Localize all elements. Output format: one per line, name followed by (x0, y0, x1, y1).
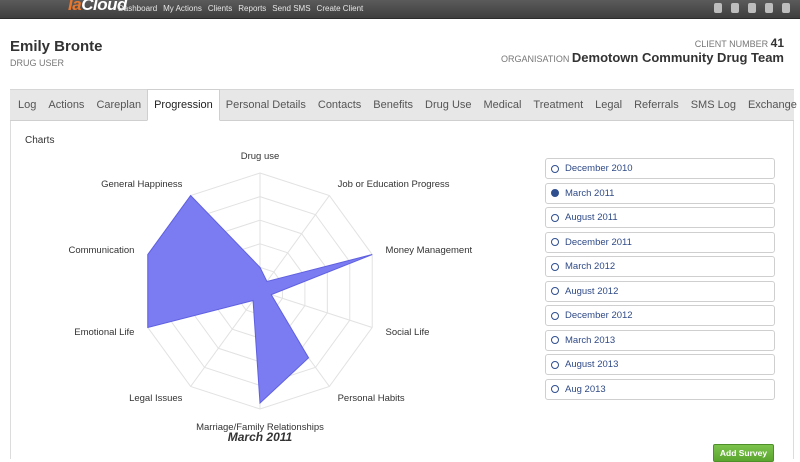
logout-icon[interactable] (782, 3, 790, 13)
nav-reports[interactable]: Reports (238, 4, 267, 13)
tab-personal-details[interactable]: Personal Details (225, 99, 306, 111)
tab-treatment[interactable]: Treatment (533, 99, 584, 111)
survey-option[interactable]: December 2010 (545, 158, 775, 179)
tab-sms-log[interactable]: SMS Log (690, 99, 736, 111)
tab-legal[interactable]: Legal (595, 99, 623, 111)
chart-title: March 2011 (227, 430, 293, 444)
survey-label: December 2012 (565, 310, 633, 321)
radio-button[interactable] (551, 385, 559, 393)
client-number-label: CLIENT NUMBER (694, 39, 769, 49)
radio-button[interactable] (551, 311, 559, 320)
toolbar-icons (714, 3, 790, 13)
grid-spoke (259, 195, 330, 292)
help-icon[interactable] (748, 3, 756, 13)
survey-label: March 2013 (565, 334, 616, 346)
tab-log[interactable]: Log (18, 99, 37, 111)
tab-exchange[interactable]: Exchange (747, 99, 797, 111)
app-logo[interactable]: IaCloud (68, 0, 127, 14)
settings-icon[interactable] (765, 3, 773, 13)
axis-label: Drug use (241, 151, 280, 162)
survey-option[interactable]: August 2013 (545, 354, 775, 375)
survey-option[interactable]: August 2012 (545, 280, 775, 302)
organisation-value: Demotown Community Drug Team (571, 50, 784, 65)
radio-button[interactable] (551, 189, 559, 197)
survey-option[interactable]: March 2011 (545, 182, 775, 204)
tab-contacts[interactable]: Contacts (317, 99, 362, 111)
radio-button[interactable] (551, 287, 559, 295)
survey-label: August 2013 (565, 359, 619, 370)
series-area (147, 194, 373, 405)
axis-label: Money Management (386, 245, 473, 256)
survey-list: December 2010 March 2011 August 2011 Decemb… (545, 158, 775, 403)
survey-label: March 2012 (565, 261, 616, 272)
radio-button[interactable] (551, 213, 559, 222)
client-number-value: 41 (770, 36, 784, 50)
survey-option[interactable]: December 2012 (545, 305, 775, 326)
axis-label: Social Life (386, 327, 430, 338)
client-name: Emily Bronte (10, 38, 103, 55)
main-nav: Dashboard My Actions Clients Reports Sen… (118, 4, 363, 13)
add-survey-button[interactable]: Add Survey (713, 444, 774, 462)
radio-button[interactable] (551, 336, 559, 344)
axis-label: Emotional Life (74, 327, 134, 338)
organisation: ORGANISATION Demotown Community Drug Tea… (501, 50, 784, 65)
tab-drug-use[interactable]: Drug Use (425, 99, 472, 111)
radio-button[interactable] (551, 164, 559, 173)
radio-button[interactable] (551, 360, 559, 369)
survey-label: August 2012 (565, 285, 619, 297)
nav-my-actions[interactable]: My Actions (163, 4, 202, 13)
survey-label: March 2011 (565, 187, 615, 199)
user-icon[interactable] (714, 3, 722, 13)
radar-chart: Drug use Job or Education Progress Money M… (68, 151, 473, 432)
survey-label: Aug 2013 (565, 383, 606, 395)
client-number: CLIENT NUMBER 41 (695, 36, 784, 50)
nav-create-client[interactable]: Create Client (316, 4, 364, 13)
axis-label: Marriage/Family Relationships (196, 422, 324, 432)
axis-label: Communication (68, 245, 134, 256)
client-role: DRUG USER (10, 58, 65, 68)
axis-label: Personal Habits (338, 393, 405, 404)
tab-benefits[interactable]: Benefits (373, 99, 414, 111)
tab-careplan[interactable]: Careplan (96, 99, 142, 111)
nav-clients[interactable]: Clients (207, 4, 233, 13)
axis-label: Legal Issues (129, 393, 183, 404)
axis-label: Job or Education Progress (338, 179, 450, 190)
survey-option[interactable]: August 2011 (545, 207, 775, 228)
top-navigation-bar: IaCloud Dashboard My Actions Clients Rep… (0, 0, 800, 19)
client-tabs: Log Actions Careplan Progression Personal De… (10, 89, 797, 121)
tab-actions[interactable]: Actions (48, 99, 85, 111)
survey-label: December 2011 (565, 236, 632, 248)
nav-dashboard[interactable]: Dashboard (118, 4, 158, 13)
organisation-label: ORGANISATION (501, 54, 570, 64)
grid-spoke (190, 290, 261, 387)
tab-medical[interactable]: Medical (483, 99, 522, 111)
tab-progression[interactable]: Progression (147, 89, 220, 121)
radio-button[interactable] (551, 262, 559, 271)
mail-icon[interactable] (731, 3, 739, 13)
survey-option[interactable]: Aug 2013 (545, 378, 775, 400)
tab-panel (10, 121, 794, 459)
survey-option[interactable]: March 2013 (545, 329, 775, 351)
survey-label: August 2011 (565, 212, 618, 223)
nav-send-sms[interactable]: Send SMS (272, 4, 311, 13)
radio-button[interactable] (551, 238, 559, 246)
tab-referrals[interactable]: Referrals (634, 99, 679, 111)
axis-label: General Happiness (101, 179, 183, 190)
survey-option[interactable]: December 2011 (545, 231, 775, 253)
survey-label: December 2010 (565, 163, 633, 174)
survey-option[interactable]: March 2012 (545, 256, 775, 277)
grid-spoke (259, 290, 373, 328)
section-title: Charts (25, 135, 55, 146)
